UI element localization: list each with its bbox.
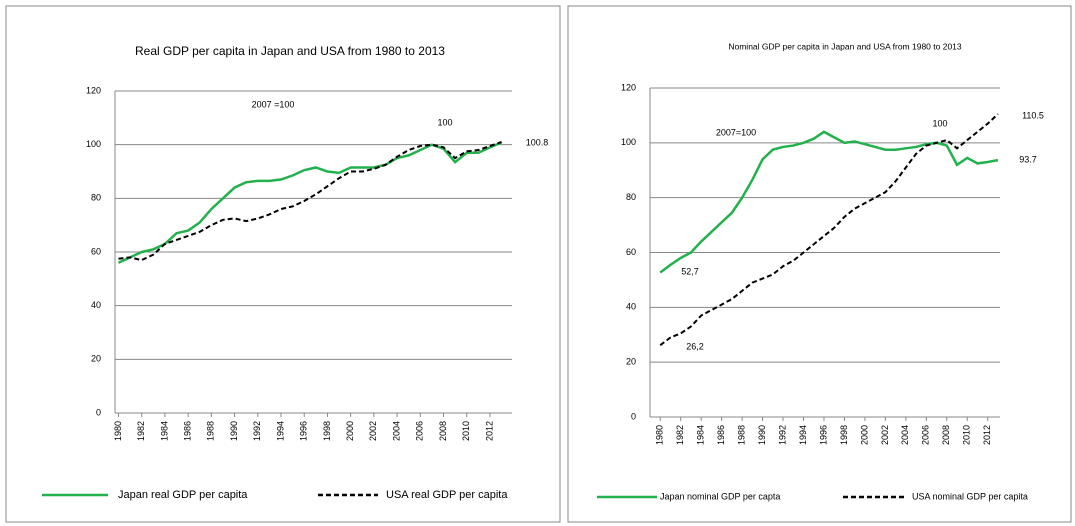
y-tick-label: 40 — [91, 300, 101, 310]
x-tick-label: 1980 — [113, 421, 123, 441]
x-tick-label: 1996 — [299, 421, 309, 441]
x-tick-label: 1982 — [136, 421, 146, 441]
y-tick-label: 80 — [91, 193, 101, 203]
x-tick-label: 2008 — [941, 425, 951, 445]
annotation: 2007=100 — [716, 127, 756, 137]
x-tick-label: 1984 — [159, 421, 169, 441]
x-tick-label: 1992 — [777, 425, 787, 445]
x-tick-label: 2004 — [391, 421, 401, 441]
annotation: 110.5 — [1022, 110, 1044, 120]
x-tick-label: 2010 — [962, 425, 972, 445]
x-tick-label: 1980 — [655, 425, 665, 445]
x-tick-label: 1986 — [716, 425, 726, 445]
annotation: 100 — [932, 118, 947, 128]
x-tick-label: 1990 — [757, 425, 767, 445]
chart-title: Nominal GDP per capita in Japan and USA … — [728, 41, 962, 51]
panel-border — [567, 5, 1072, 523]
series-line — [659, 130, 999, 274]
x-tick-label: 1994 — [275, 421, 285, 441]
annotation: 26,2 — [686, 341, 704, 351]
x-tick-label: 2010 — [461, 421, 471, 441]
x-tick-label: 1998 — [322, 421, 332, 441]
annotation: 52,7 — [681, 266, 699, 276]
x-tick-label: 2004 — [900, 425, 910, 445]
x-tick-label: 2012 — [484, 421, 494, 441]
x-tick-label: 1988 — [206, 421, 216, 441]
legend-label: Japan nominal GDP per capta — [660, 491, 780, 501]
series-line — [659, 113, 999, 346]
panel-border — [5, 5, 561, 523]
legend-label: USA real GDP per capita — [386, 489, 508, 501]
annotation: 2007 =100 — [252, 99, 295, 109]
y-tick-label: 20 — [91, 354, 101, 364]
y-tick-label: 40 — [626, 302, 636, 312]
y-tick-label: 120 — [621, 82, 636, 92]
legend-label: USA nominal GDP per capita — [912, 491, 1028, 501]
x-tick-label: 1988 — [736, 425, 746, 445]
y-tick-label: 0 — [96, 407, 101, 417]
x-tick-label: 1992 — [252, 421, 262, 441]
x-tick-label: 1996 — [818, 425, 828, 445]
y-tick-label: 20 — [626, 357, 636, 367]
series-line — [118, 141, 502, 262]
x-tick-label: 2012 — [982, 425, 992, 445]
y-tick-label: 60 — [91, 246, 101, 256]
y-tick-label: 100 — [621, 137, 636, 147]
y-tick-label: 80 — [626, 192, 636, 202]
x-tick-label: 2002 — [368, 421, 378, 441]
x-tick-label: 2006 — [415, 421, 425, 441]
legend-label: Japan real GDP per capita — [118, 489, 248, 501]
x-tick-label: 2000 — [345, 421, 355, 441]
x-tick-label: 2006 — [921, 425, 931, 445]
x-tick-label: 2000 — [859, 425, 869, 445]
chart-title: Real GDP per capita in Japan and USA fro… — [135, 44, 445, 58]
x-tick-label: 1984 — [696, 425, 706, 445]
y-tick-label: 120 — [86, 85, 101, 95]
series-line — [117, 141, 503, 264]
y-tick-label: 0 — [631, 411, 636, 421]
annotation: 93.7 — [1019, 154, 1037, 164]
annotation: 100 — [437, 117, 452, 127]
x-tick-label: 2008 — [438, 421, 448, 441]
y-tick-label: 100 — [86, 139, 101, 149]
x-tick-label: 2002 — [880, 425, 890, 445]
x-tick-label: 1994 — [798, 425, 808, 445]
x-tick-label: 1982 — [675, 425, 685, 445]
x-tick-label: 1998 — [839, 425, 849, 445]
x-tick-label: 1990 — [229, 421, 239, 441]
y-tick-label: 60 — [626, 247, 636, 257]
x-tick-label: 1986 — [183, 421, 193, 441]
annotation: 100.8 — [526, 137, 549, 147]
